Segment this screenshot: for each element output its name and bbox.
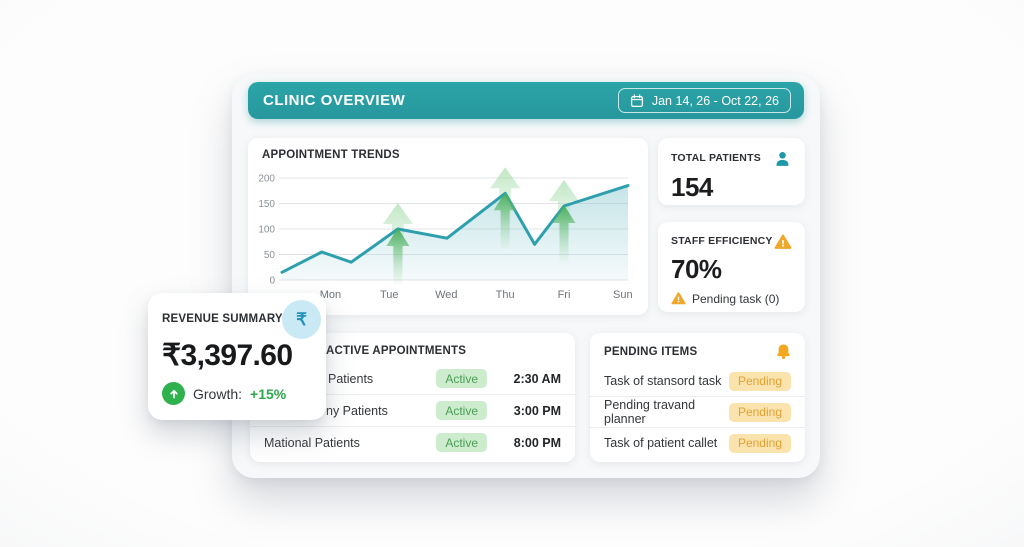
appointment-time: 8:00 PM [513, 435, 561, 450]
appointment-chart: 0 50 100 150 200 Mon Tue Wed Thu Fri Sun [258, 167, 633, 301]
date-range-label: Jan 14, 26 - Oct 22, 26 [651, 93, 779, 108]
appointment-name: ny Patients [326, 403, 388, 418]
staff-efficiency-card: STAFF EFFICIENCY 70% Pending task (0) [658, 222, 805, 312]
status-badge: Pending [728, 433, 791, 453]
svg-text:Tue: Tue [380, 289, 399, 301]
revenue-amount: ₹3,397.60 [162, 339, 293, 372]
svg-text:Wed: Wed [435, 289, 457, 301]
dashboard-panel: CLINIC OVERVIEW Jan 14, 26 - Oct 22, 26 … [232, 74, 820, 478]
appointment-row[interactable]: Mational Patients Active 8:00 PM [250, 426, 575, 458]
revenue-summary-card: ₹ REVENUE SUMMARY ₹3,397.60 Growth: +15% [148, 293, 326, 420]
svg-text:Mon: Mon [320, 289, 341, 301]
staff-efficiency-label: STAFF EFFICIENCY [671, 235, 773, 247]
calendar-icon [630, 93, 643, 107]
total-patients-value: 154 [671, 172, 713, 202]
svg-text:Sun: Sun [613, 289, 633, 301]
appointment-time: 3:00 PM [513, 403, 561, 418]
page-title: CLINIC OVERVIEW [263, 92, 406, 109]
revenue-summary-label: REVENUE SUMMARY [162, 313, 283, 325]
pending-task-note: Pending task (0) [692, 291, 780, 306]
pending-task-name: Task of stansord task [604, 374, 722, 388]
rupee-symbol: ₹ [296, 309, 307, 329]
total-patients-card: TOTAL PATIENTS 154 [658, 138, 805, 205]
total-patients-label: TOTAL PATIENTS [671, 152, 761, 164]
rupee-icon: ₹ [282, 300, 321, 339]
growth-up-icon [162, 382, 185, 405]
growth-value: +15% [250, 385, 287, 402]
appointment-time: 2:30 AM [513, 371, 561, 386]
header-bar: CLINIC OVERVIEW Jan 14, 26 - Oct 22, 26 [248, 82, 804, 119]
pending-item-row[interactable]: Task of patient callet Pending [590, 427, 805, 458]
status-badge: Pending [728, 371, 791, 391]
pending-items-card: PENDING ITEMS Task of stansord task Pend… [590, 333, 805, 462]
active-appointments-title: ACTIVE APPOINTMENTS [326, 345, 467, 357]
date-range-picker[interactable]: Jan 14, 26 - Oct 22, 26 [617, 88, 791, 113]
svg-text:Thu: Thu [496, 289, 515, 301]
svg-text:Fri: Fri [558, 289, 571, 301]
svg-text:150: 150 [258, 199, 275, 210]
bell-icon [777, 344, 790, 360]
pending-task-name: Pending travand planner [604, 398, 696, 426]
person-icon [776, 152, 789, 166]
staff-efficiency-value: 70% [671, 254, 722, 284]
appointment-name: Patients [328, 371, 374, 386]
status-badge: Active [436, 369, 487, 388]
appointment-row[interactable]: ny Patients Active 3:00 PM [250, 394, 575, 426]
pending-item-row[interactable]: Pending travand planner Pending [590, 396, 805, 427]
svg-text:50: 50 [264, 250, 276, 261]
svg-text:200: 200 [258, 174, 275, 185]
warning-icon [671, 292, 686, 305]
chart-title: APPOINTMENT TRENDS [262, 149, 400, 161]
status-badge: Active [436, 433, 487, 452]
pending-items-title: PENDING ITEMS [604, 345, 698, 358]
appointment-name: Mational Patients [264, 435, 360, 450]
pending-task-name: Task of patient callet [604, 436, 718, 450]
status-badge: Active [436, 401, 487, 420]
growth-label: Growth: [193, 385, 243, 402]
warning-icon [774, 234, 792, 249]
pending-item-row[interactable]: Task of stansord task Pending [590, 366, 805, 396]
appointment-row[interactable]: Patients Active 2:30 AM [250, 363, 575, 394]
svg-text:0: 0 [269, 276, 275, 287]
appointment-trends-card: APPOINTMENT TRENDS 0 50 100 150 200 Mon Tue Wed… [248, 138, 648, 315]
status-badge: Pending [728, 402, 791, 422]
svg-text:100: 100 [258, 225, 275, 236]
